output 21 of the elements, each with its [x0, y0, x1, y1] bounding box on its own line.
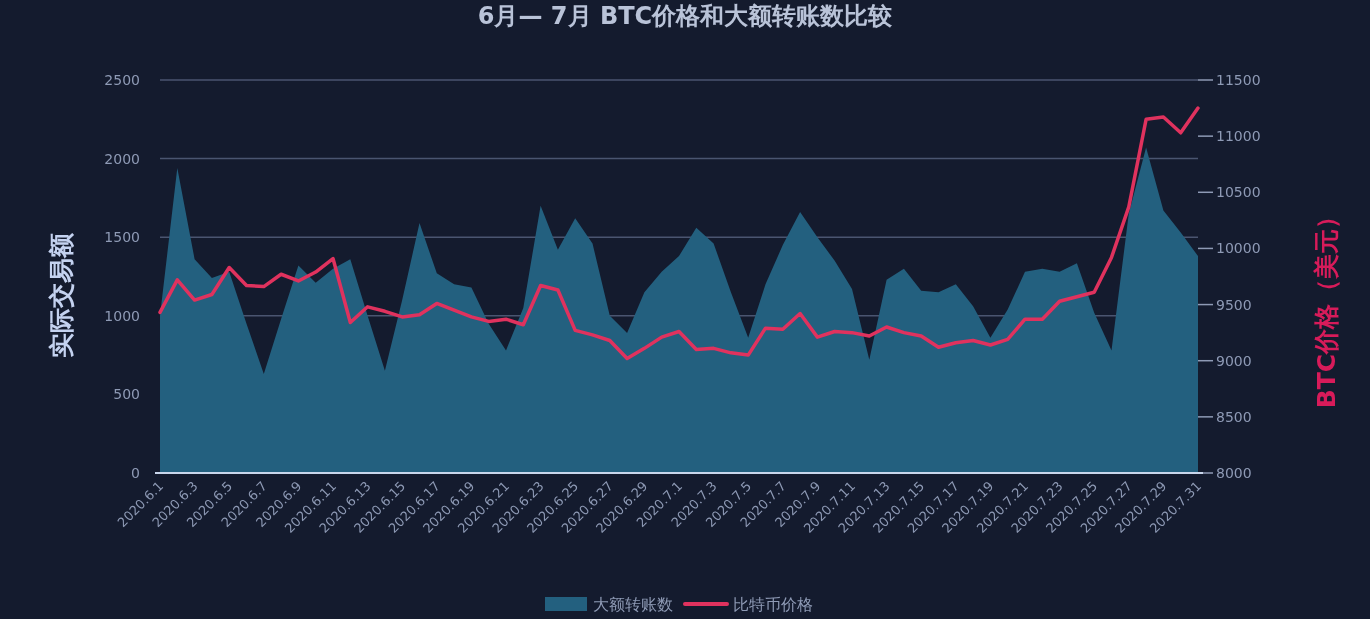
y2-tick-label: 11000	[1216, 128, 1261, 145]
legend-item: 大额转账数	[545, 595, 673, 614]
y-axis-title: 实际交易额	[47, 231, 76, 358]
y2-tick-label: 9000	[1216, 352, 1252, 369]
legend-item: 比特币价格	[683, 595, 813, 614]
chart-title: 6月— 7月 BTC价格和大额转账数比较	[477, 2, 894, 30]
y2-axis-title: BTC价格（美元）	[1312, 203, 1341, 409]
legend-label: 大额转账数	[593, 595, 673, 614]
y2-tick-label: 8500	[1216, 408, 1252, 425]
y-tick-label: 2000	[104, 150, 140, 167]
y2-tick-label: 10000	[1216, 240, 1261, 257]
y2-tick-label: 10500	[1216, 184, 1261, 201]
y2-tick-label: 11500	[1216, 72, 1261, 88]
y-tick-label: 2500	[104, 72, 140, 88]
y-tick-label: 0	[131, 465, 140, 481]
y-tick-label: 500	[113, 386, 140, 403]
legend-label: 比特币价格	[733, 595, 813, 614]
y2-tick-label: 8000	[1216, 465, 1252, 481]
y-tick-label: 1500	[104, 229, 140, 246]
y-tick-label: 1000	[104, 307, 140, 324]
y2-tick-label: 9500	[1216, 296, 1252, 313]
